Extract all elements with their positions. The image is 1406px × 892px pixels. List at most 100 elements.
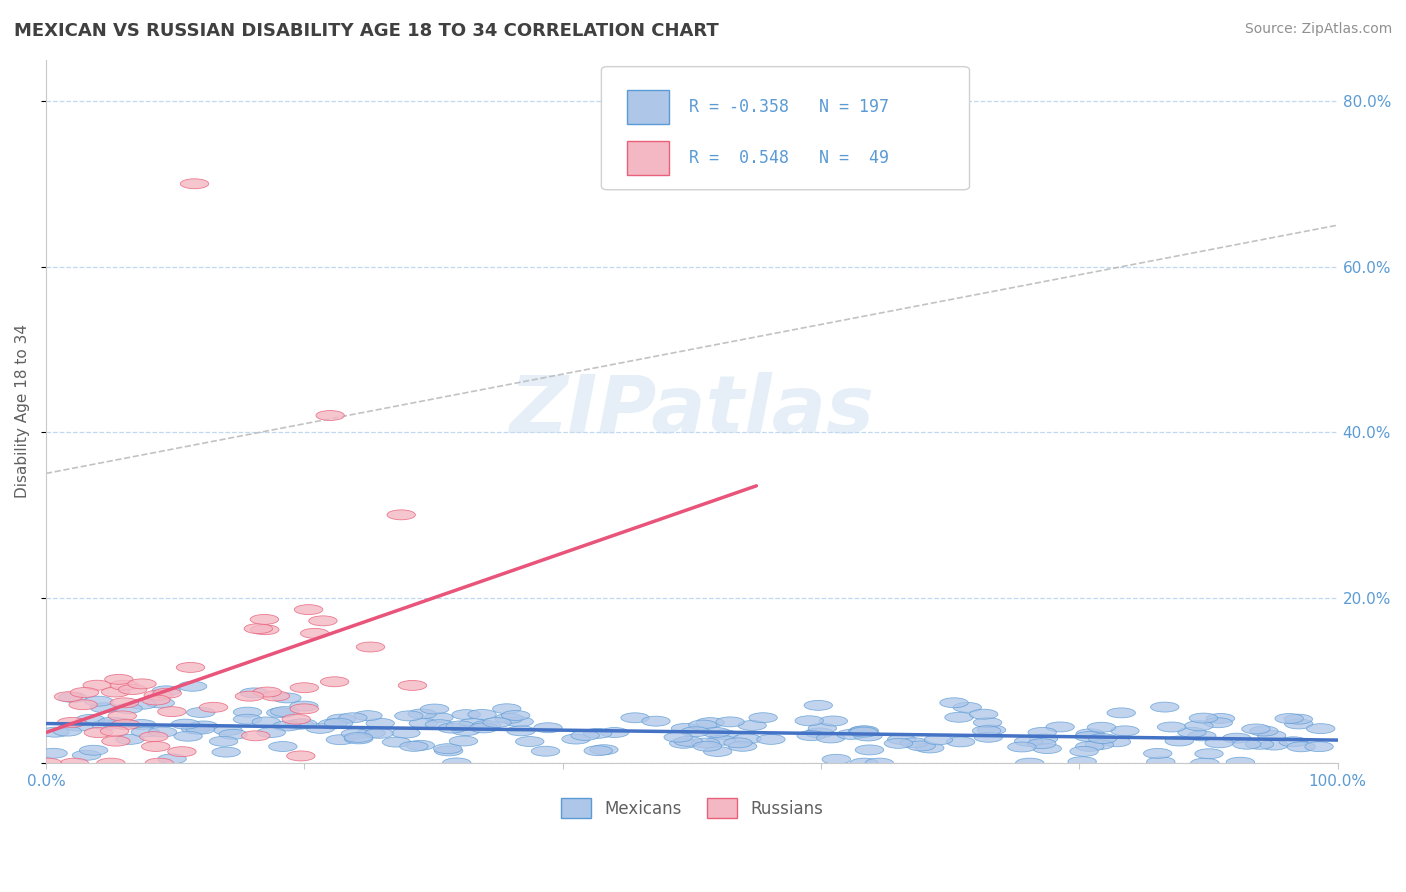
Ellipse shape: [153, 689, 181, 698]
Ellipse shape: [392, 728, 420, 738]
Ellipse shape: [1070, 747, 1098, 756]
Ellipse shape: [492, 704, 522, 714]
Ellipse shape: [267, 707, 295, 718]
Ellipse shape: [357, 728, 385, 738]
Ellipse shape: [98, 717, 127, 727]
Ellipse shape: [460, 718, 488, 729]
Ellipse shape: [115, 734, 145, 745]
Ellipse shape: [269, 741, 297, 751]
Ellipse shape: [262, 691, 290, 701]
Ellipse shape: [1250, 726, 1278, 736]
Ellipse shape: [571, 731, 599, 740]
Ellipse shape: [366, 729, 394, 739]
Ellipse shape: [1226, 757, 1254, 767]
Ellipse shape: [1284, 714, 1313, 724]
Ellipse shape: [83, 681, 111, 690]
Ellipse shape: [450, 736, 478, 746]
Ellipse shape: [506, 726, 536, 736]
Text: ZIPatlas: ZIPatlas: [509, 372, 875, 450]
Ellipse shape: [443, 758, 471, 768]
Ellipse shape: [387, 510, 415, 520]
Ellipse shape: [692, 738, 720, 748]
Ellipse shape: [214, 725, 242, 735]
Ellipse shape: [707, 735, 735, 745]
Ellipse shape: [408, 709, 436, 719]
Ellipse shape: [733, 734, 761, 744]
Ellipse shape: [693, 741, 721, 751]
Ellipse shape: [977, 725, 1005, 735]
Ellipse shape: [72, 750, 101, 760]
Ellipse shape: [531, 747, 560, 756]
Ellipse shape: [1305, 742, 1333, 752]
Text: R = -0.358   N = 197: R = -0.358 N = 197: [689, 98, 889, 116]
Ellipse shape: [287, 751, 315, 761]
Ellipse shape: [710, 730, 738, 739]
Ellipse shape: [1260, 740, 1288, 750]
Ellipse shape: [1076, 729, 1104, 739]
Y-axis label: Disability Age 18 to 34: Disability Age 18 to 34: [15, 325, 30, 499]
Ellipse shape: [562, 734, 591, 744]
FancyBboxPatch shape: [627, 141, 669, 175]
Ellipse shape: [1033, 744, 1062, 754]
Ellipse shape: [55, 691, 83, 702]
Ellipse shape: [382, 737, 411, 747]
Ellipse shape: [853, 731, 882, 741]
Ellipse shape: [1069, 756, 1097, 766]
Ellipse shape: [39, 748, 67, 758]
Ellipse shape: [176, 663, 205, 673]
Ellipse shape: [451, 710, 481, 720]
Ellipse shape: [152, 686, 180, 696]
FancyBboxPatch shape: [602, 67, 970, 190]
Ellipse shape: [1241, 724, 1270, 734]
Ellipse shape: [139, 731, 167, 741]
Ellipse shape: [865, 758, 894, 768]
Ellipse shape: [212, 747, 240, 757]
Ellipse shape: [939, 698, 969, 707]
Ellipse shape: [1223, 733, 1251, 743]
Ellipse shape: [681, 727, 710, 737]
Ellipse shape: [738, 721, 766, 731]
Ellipse shape: [399, 741, 427, 751]
Ellipse shape: [1008, 742, 1036, 752]
Ellipse shape: [59, 692, 87, 702]
Ellipse shape: [131, 727, 160, 737]
Ellipse shape: [344, 734, 373, 744]
Ellipse shape: [325, 718, 353, 728]
Ellipse shape: [851, 726, 879, 736]
Ellipse shape: [142, 695, 170, 705]
Ellipse shape: [1111, 726, 1139, 736]
Ellipse shape: [855, 745, 884, 755]
Text: MEXICAN VS RUSSIAN DISABILITY AGE 18 TO 34 CORRELATION CHART: MEXICAN VS RUSSIAN DISABILITY AGE 18 TO …: [14, 22, 718, 40]
Ellipse shape: [907, 741, 935, 751]
Ellipse shape: [1306, 723, 1334, 733]
Ellipse shape: [1178, 727, 1206, 738]
Ellipse shape: [664, 732, 692, 742]
Ellipse shape: [505, 717, 533, 727]
Ellipse shape: [157, 754, 187, 764]
Ellipse shape: [1028, 739, 1056, 748]
Ellipse shape: [174, 731, 202, 741]
Ellipse shape: [167, 747, 195, 756]
Ellipse shape: [354, 711, 382, 721]
Ellipse shape: [84, 697, 112, 706]
Ellipse shape: [600, 728, 628, 738]
Ellipse shape: [433, 744, 461, 754]
Ellipse shape: [837, 730, 865, 739]
Ellipse shape: [128, 720, 156, 730]
Ellipse shape: [794, 715, 824, 726]
Ellipse shape: [1166, 736, 1194, 746]
Ellipse shape: [425, 720, 454, 730]
Ellipse shape: [1102, 737, 1130, 747]
Ellipse shape: [319, 719, 347, 729]
Ellipse shape: [1191, 758, 1219, 768]
Ellipse shape: [290, 704, 319, 714]
Ellipse shape: [69, 699, 97, 710]
Ellipse shape: [288, 719, 316, 729]
Ellipse shape: [534, 723, 562, 732]
Ellipse shape: [342, 729, 370, 739]
Ellipse shape: [468, 709, 496, 720]
Ellipse shape: [482, 717, 512, 728]
Ellipse shape: [583, 746, 613, 756]
Ellipse shape: [60, 758, 89, 768]
Ellipse shape: [406, 740, 434, 750]
